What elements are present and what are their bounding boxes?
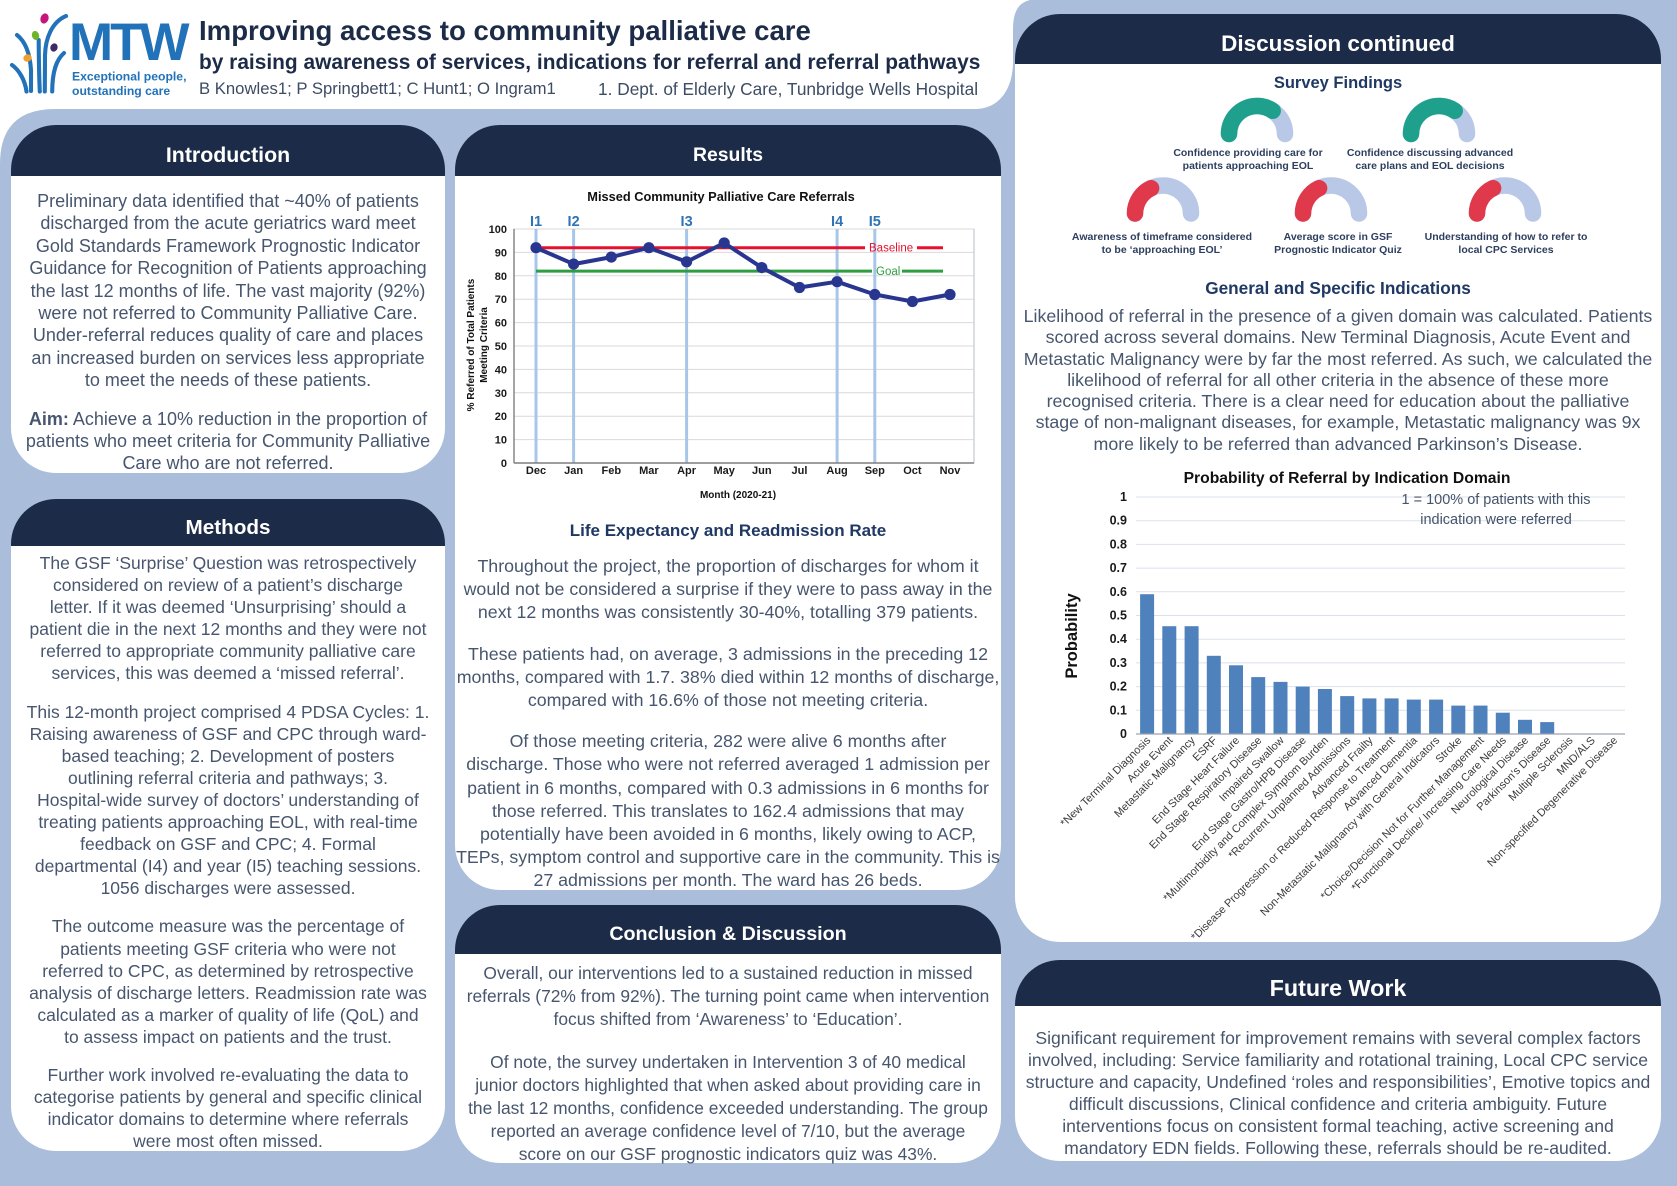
svg-text:0.5: 0.5 [1110,609,1127,623]
svg-text:100: 100 [489,224,507,236]
svg-text:90: 90 [495,247,507,259]
svg-text:Prognostic Indicator Quiz: Prognostic Indicator Quiz [1274,244,1402,256]
svg-text:0.2: 0.2 [1110,680,1127,694]
svg-text:to be ‘approaching EOL’: to be ‘approaching EOL’ [1102,244,1223,256]
svg-text:Meeting Criteria: Meeting Criteria [479,307,490,383]
svg-text:Baseline: Baseline [869,243,913,255]
svg-text:Jan: Jan [564,465,583,477]
svg-text:Missed Community Palliative Ca: Missed Community Palliative Care Referra… [587,189,854,204]
svg-text:60: 60 [495,318,507,330]
svg-text:0.3: 0.3 [1110,656,1127,670]
svg-text:0.4: 0.4 [1110,632,1127,646]
svg-text:0.1: 0.1 [1110,703,1127,717]
svg-text:Feb: Feb [602,465,622,477]
svg-text:Average score in GSF: Average score in GSF [1284,231,1393,243]
svg-text:May: May [713,465,735,477]
svg-text:I5: I5 [869,214,881,230]
svg-text:I1: I1 [530,214,542,230]
svg-text:Confidence providing care for: Confidence providing care for [1173,147,1322,159]
svg-text:10: 10 [495,435,507,447]
svg-text:outstanding care: outstanding care [72,84,170,98]
svg-text:0.7: 0.7 [1110,561,1127,575]
svg-text:Probability: Probability [1063,593,1081,679]
svg-text:patients approaching EOL: patients approaching EOL [1183,160,1314,172]
svg-text:Awareness of timeframe conside: Awareness of timeframe considered [1072,231,1252,243]
svg-text:Mar: Mar [639,465,659,477]
svg-text:I3: I3 [681,214,693,230]
svg-text:1 = 100% of patients with this: 1 = 100% of patients with this [1401,492,1590,508]
svg-text:30: 30 [495,388,507,400]
svg-text:0.8: 0.8 [1110,537,1127,551]
svg-text:Oct: Oct [903,465,922,477]
svg-text:Exceptional people,: Exceptional people, [72,70,186,84]
svg-text:0: 0 [501,458,507,470]
svg-text:Aug: Aug [826,465,847,477]
svg-text:0.6: 0.6 [1110,585,1127,599]
svg-text:70: 70 [495,294,507,306]
svg-text:80: 80 [495,271,507,283]
svg-text:Goal: Goal [876,266,900,278]
svg-text:Probability of Referral by Ind: Probability of Referral by Indication Do… [1184,470,1511,487]
svg-text:Nov: Nov [940,465,962,477]
svg-text:Sep: Sep [865,465,885,477]
svg-text:indication were referred: indication were referred [1420,512,1572,528]
svg-text:local CPC Services: local CPC Services [1458,244,1553,256]
svg-text:I4: I4 [831,214,843,230]
svg-text:*New Terminal Diagnosis: *New Terminal Diagnosis [1058,734,1153,829]
svg-text:Month (2020-21): Month (2020-21) [700,490,776,501]
svg-text:Jun: Jun [752,465,772,477]
svg-text:0.9: 0.9 [1110,514,1127,528]
svg-text:50: 50 [495,341,507,353]
svg-text:Apr: Apr [677,465,697,477]
svg-text:0: 0 [1120,727,1127,741]
svg-text:I2: I2 [568,214,580,230]
svg-text:Confidence discussing advanced: Confidence discussing advanced [1347,147,1513,159]
svg-text:Understanding of how to refer: Understanding of how to refer to [1425,231,1588,243]
svg-text:20: 20 [495,411,507,423]
svg-text:40: 40 [495,364,507,376]
svg-text:1: 1 [1120,490,1127,504]
svg-text:Jul: Jul [792,465,808,477]
svg-text:Dec: Dec [526,465,546,477]
svg-text:% Referred of Total Patients: % Referred of Total Patients [466,278,477,411]
svg-text:MTW: MTW [69,13,190,72]
svg-text:care plans and EOL decisions: care plans and EOL decisions [1355,160,1504,172]
